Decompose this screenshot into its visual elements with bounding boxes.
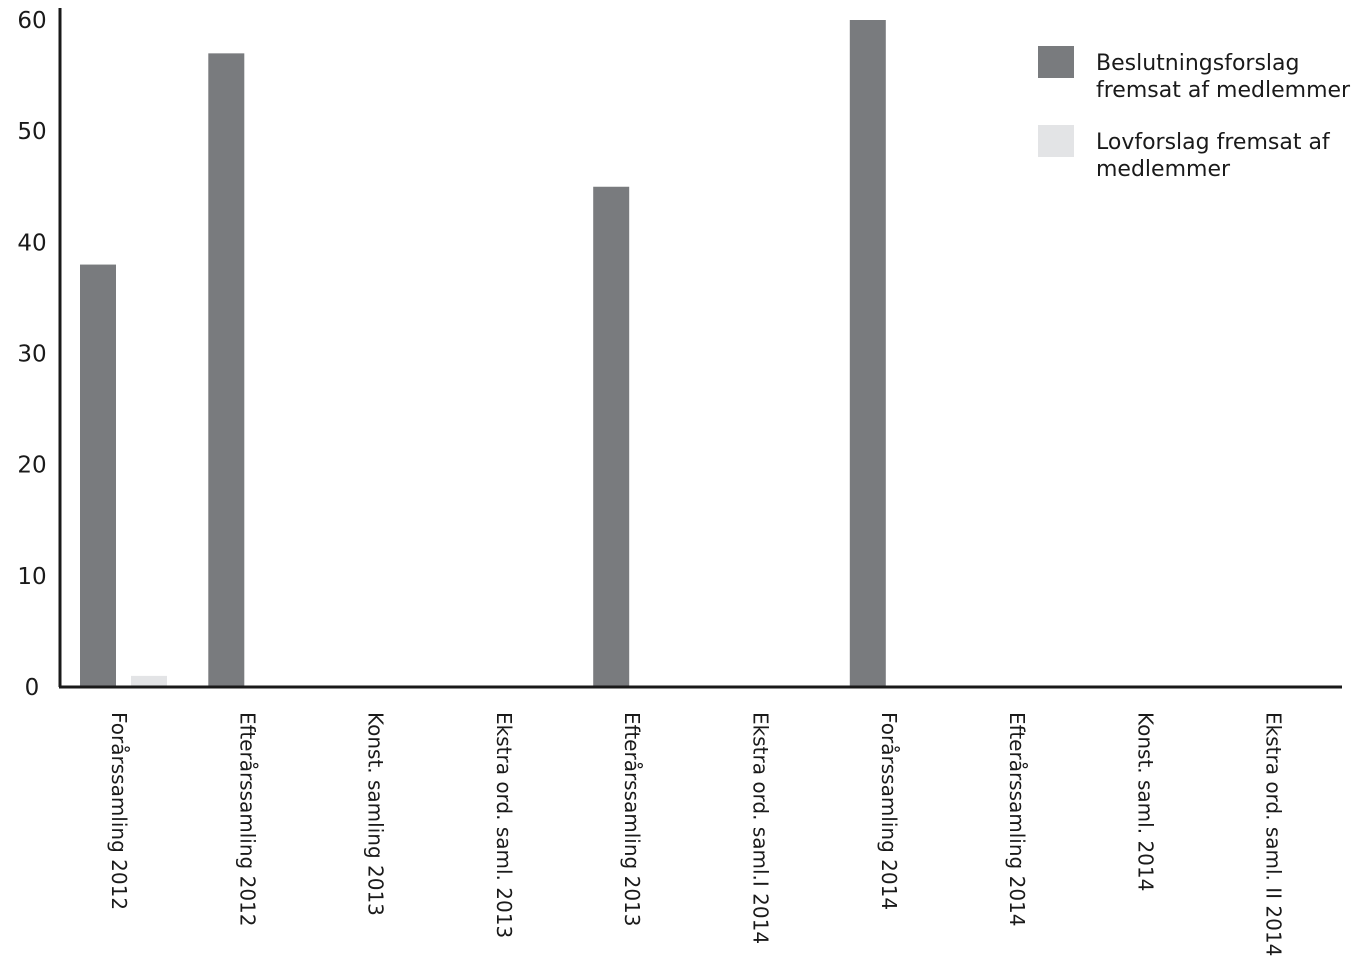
x-category-label: Forårssamling 2012 [107,712,131,910]
legend-label-line: Beslutningsforslag [1096,51,1299,76]
y-tick-label: 0 [25,675,40,701]
x-category-label: Efterårssamling 2012 [235,712,259,927]
bar-series-1-5 [593,186,630,687]
y-tick-labels: 0 10 20 30 40 50 60 [17,8,46,701]
legend-label-1: Beslutningsforslag fremsat af medlemmer [1096,51,1351,103]
x-category-label: Efterårssamling 2014 [1005,712,1029,927]
legend-swatch-1 [1038,46,1074,78]
x-category-label: Ekstra ord. saml. II 2014 [1262,712,1286,956]
x-category-label: Ekstra ord. saml. 2013 [492,712,516,938]
legend-swatch-2 [1038,125,1074,157]
x-category-label: Konst. saml. 2014 [1133,712,1157,891]
x-category-label: Efterårssamling 2013 [620,712,644,927]
legend-label-line: fremsat af medlemmer [1096,78,1351,103]
bars-group [80,20,886,688]
bar-series-1-1 [80,264,116,687]
legend: Beslutningsforslag fremsat af medlemmer Lo… [1038,46,1351,182]
bar-series-1-7 [849,20,886,687]
x-category-labels: Forårssamling 2012 Efterårssamling 2012 Ko… [107,712,1286,956]
y-tick-label: 30 [17,342,46,368]
y-tick-label: 50 [17,119,46,145]
legend-label-line: medlemmer [1096,157,1231,182]
y-tick-label: 10 [17,564,46,590]
x-category-label: Ekstra ord. saml.I 2014 [749,712,773,944]
legend-label-2: Lovforslag fremsat af medlemmer [1096,130,1331,182]
x-category-label: Konst. samling 2013 [364,712,388,916]
bar-series-2-1 [131,675,167,687]
y-tick-label: 20 [17,453,46,479]
y-tick-label: 60 [17,8,46,34]
bar-series-1-2 [208,53,245,688]
x-category-label: Forårssamling 2014 [877,712,901,910]
legend-label-line: Lovforslag fremsat af [1096,130,1331,155]
y-tick-label: 40 [17,230,46,256]
